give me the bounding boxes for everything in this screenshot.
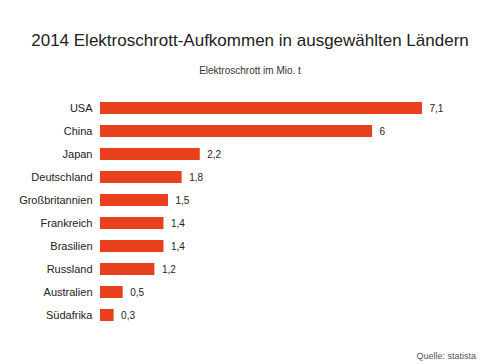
svg-text:Australien: Australien bbox=[44, 286, 93, 298]
svg-text:7,1: 7,1 bbox=[430, 103, 444, 114]
svg-text:Japan: Japan bbox=[63, 148, 93, 160]
svg-text:Deutschland: Deutschland bbox=[31, 171, 92, 183]
svg-text:Brasilien: Brasilien bbox=[50, 240, 92, 252]
html-text:Quelle: statista: Quelle: statista bbox=[416, 351, 476, 361]
svg-text:0,5: 0,5 bbox=[130, 287, 144, 298]
html-text:2014 Elektroschrott-Aufkommen: 2014 Elektroschrott-Aufkommen in ausgewä… bbox=[31, 31, 469, 50]
svg-text:1,8: 1,8 bbox=[189, 172, 203, 183]
svg-text:6: 6 bbox=[380, 126, 386, 137]
svg-text:2,2: 2,2 bbox=[207, 149, 221, 160]
svg-text:1,2: 1,2 bbox=[162, 264, 176, 275]
svg-text:China: China bbox=[64, 125, 94, 137]
svg-text:0,3: 0,3 bbox=[121, 310, 135, 321]
svg-text:Südafrika: Südafrika bbox=[46, 309, 93, 321]
svg-text:USA: USA bbox=[70, 102, 93, 114]
svg-text:Frankreich: Frankreich bbox=[41, 217, 93, 229]
svg-text:1,5: 1,5 bbox=[176, 195, 190, 206]
svg-text:Großbritannien: Großbritannien bbox=[19, 194, 92, 206]
html-text:Elektroschrott im Mio. t: Elektroschrott im Mio. t bbox=[199, 65, 301, 76]
svg-text:1,4: 1,4 bbox=[171, 218, 185, 229]
svg-text:Russland: Russland bbox=[47, 263, 93, 275]
svg-text:1,4: 1,4 bbox=[171, 241, 185, 252]
